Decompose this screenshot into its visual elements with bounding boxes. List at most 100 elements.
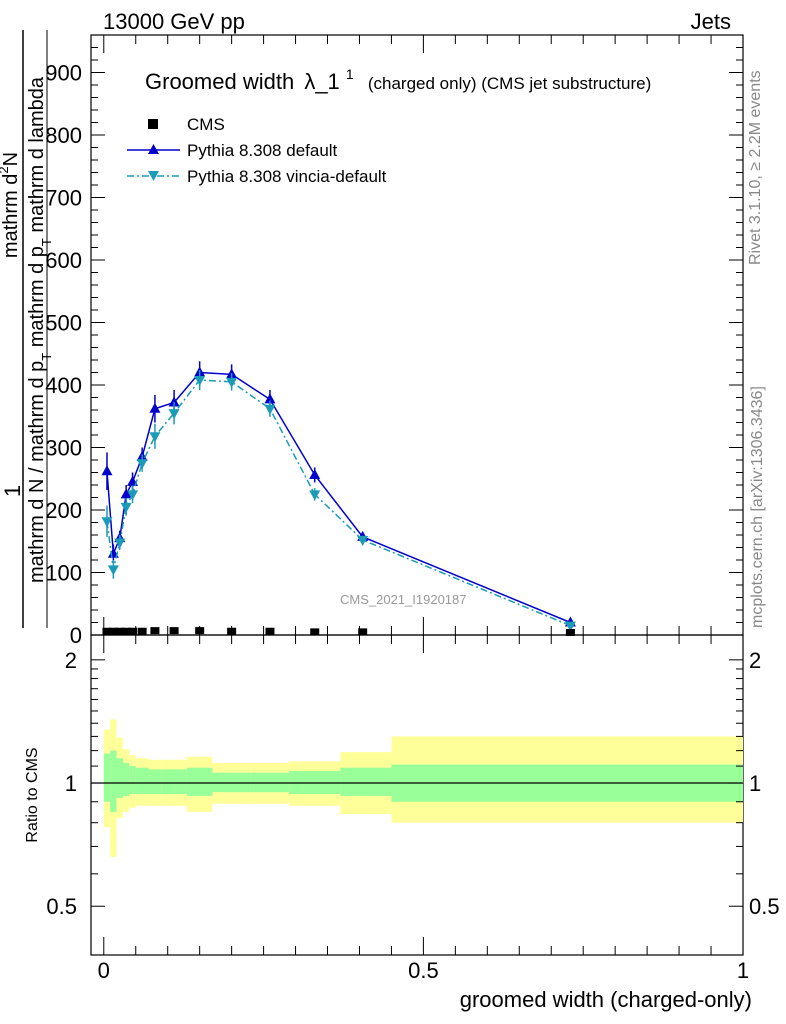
x-ticks: 0 0.5 1 [98, 35, 749, 983]
ratio-inner-band-bin [148, 769, 162, 795]
cms-data-point [358, 628, 368, 636]
legend-cms-label: CMS [187, 115, 225, 134]
y-label-num-sup: 2 [0, 166, 11, 173]
mcplots-label: mcplots.cern.ch [arXiv:1306.3436] [749, 386, 766, 628]
pythia-vincia-point [264, 404, 276, 415]
legend-pythia-vincia-marker [148, 171, 159, 181]
pythia-vincia-point [194, 376, 206, 386]
x-tick-label: 0 [98, 958, 110, 983]
pythia-default-point [101, 465, 113, 476]
ratio-y-tick-label: 0.5 [46, 894, 77, 919]
plot-title-sup: 1 [346, 66, 354, 82]
analysis-watermark: CMS_2021_I1920187 [340, 592, 467, 607]
ratio-inner-band-bin [122, 762, 130, 796]
ratio-inner-band-bin [250, 772, 290, 793]
ratio-y-tick-label-right: 2 [749, 648, 761, 673]
cms-data-point [565, 629, 575, 636]
pythia-vincia-point [149, 432, 161, 443]
legend-pythia-vincia-label: Pythia 8.308 vincia-default [187, 167, 387, 186]
y-label-den-b: mathrm d p [26, 246, 48, 353]
ratio-y-tick-label-right: 0.5 [749, 894, 780, 919]
main-y-label: 1 mathrm d2N mathrm d N / mathrm d pT ma… [0, 30, 54, 628]
pythia-vincia-point [226, 377, 238, 388]
cms-data-point [169, 627, 179, 635]
ratio-y-tick-label: 1 [65, 771, 77, 796]
pythia-default-point [264, 393, 276, 404]
ratio-y-tick-label-right: 1 [749, 771, 761, 796]
pythia-vincia-point [127, 490, 139, 501]
pythia-vincia-point [114, 538, 126, 549]
ratio-y-label: Ratio to CMS [24, 747, 41, 842]
legend: CMS Pythia 8.308 default Pythia 8.308 vi… [127, 115, 387, 186]
y-label-den-sub: T [39, 353, 54, 361]
plot-title-rest: (charged only) (CMS jet substructure) [368, 74, 651, 93]
cms-data-point [108, 627, 118, 635]
rivet-label: Rivet 3.1.10, ≥ 2.2M events [747, 70, 764, 265]
main-y-tick-label: 500 [45, 311, 82, 336]
cms-data-point [150, 627, 160, 635]
ratio-inner-band-bin [103, 753, 111, 802]
series-pythia-vincia-line [106, 379, 571, 627]
y-label-den-a: mathrm d N / mathrm d p [26, 361, 48, 583]
ratio-bands [103, 719, 743, 857]
pythia-vincia-point [107, 565, 119, 576]
cms-data-point [310, 628, 320, 636]
main-y-tick-label: 800 [45, 123, 82, 148]
plot-title-main: Groomed width [145, 69, 294, 94]
y-label-num-n: N [0, 152, 22, 166]
main-y-tick-label: 400 [45, 373, 82, 398]
legend-pythia-default-marker [148, 144, 159, 154]
main-y-tick-label: 100 [45, 561, 82, 586]
pythia-default-point [168, 396, 180, 407]
legend-pythia-default-label: Pythia 8.308 default [187, 141, 338, 160]
legend-cms-marker [148, 119, 158, 129]
pythia-vincia-point [101, 517, 113, 528]
pythia-vincia-point [309, 490, 321, 501]
main-y-tick-label: 200 [45, 498, 82, 523]
x-tick-label: 0.5 [408, 958, 439, 983]
header-right: Jets [691, 9, 731, 34]
ratio-inner-band-bin [129, 766, 136, 795]
y-label-prefix: 1 [0, 485, 25, 497]
pythia-vincia-point [168, 409, 180, 420]
ratio-inner-band-bin [161, 769, 187, 795]
y-label-num-d: mathrm d [0, 174, 22, 258]
x-axis-label: groomed width (charged-only) [460, 987, 752, 1012]
cms-data-point [265, 627, 275, 635]
cms-data-point [227, 627, 237, 635]
y-label-den-c: mathrm d lambda [26, 76, 48, 238]
cms-data-point [195, 627, 205, 635]
ratio-inner-band-bin [186, 767, 213, 796]
ratio-inner-band-bin [110, 750, 117, 812]
ratio-inner-band-bin [116, 758, 123, 798]
pythia-default-point [309, 469, 321, 479]
ratio-inner-band-bin [212, 772, 251, 793]
cms-data-point [121, 627, 131, 635]
pythia-default-point [120, 488, 132, 499]
main-y-tick-label: 700 [45, 186, 82, 211]
ratio-inner-band-bin [135, 767, 149, 795]
pythia-vincia-point [136, 459, 148, 470]
main-y-tick-label: 300 [45, 436, 82, 461]
plot-title-lambda: λ_1 [304, 69, 339, 94]
pythia-default-point [149, 402, 161, 413]
ratio-y-tick-label: 2 [65, 648, 77, 673]
main-y-tick-label: 600 [45, 248, 82, 273]
plot-title: Groomed width λ_1 1 (charged only) (CMS … [145, 59, 651, 94]
cms-data-point [115, 627, 125, 635]
header-left: 13000 GeV pp [103, 9, 245, 34]
y-label-denominator: mathrm d N / mathrm d pT mathrm d pT mat… [26, 76, 54, 583]
pythia-vincia-point [357, 536, 369, 546]
series-pythia-default-line [106, 371, 571, 624]
y-label-numerator: mathrm d2N [0, 152, 22, 258]
ratio-inner-band-bin [340, 767, 392, 796]
main-y-ticks: 0 100 200 300 400 500 600 700 800 900 [45, 34, 743, 648]
pythia-vincia-point [564, 621, 576, 632]
main-y-tick-label: 900 [45, 61, 82, 86]
pythia-vincia-point [120, 502, 132, 513]
ratio-y-ticks: 0.5 0.5 1 1 2 2 [46, 648, 779, 919]
cms-data-point [137, 627, 147, 635]
x-tick-label: 1 [737, 958, 749, 983]
cms-data-point [128, 627, 138, 635]
